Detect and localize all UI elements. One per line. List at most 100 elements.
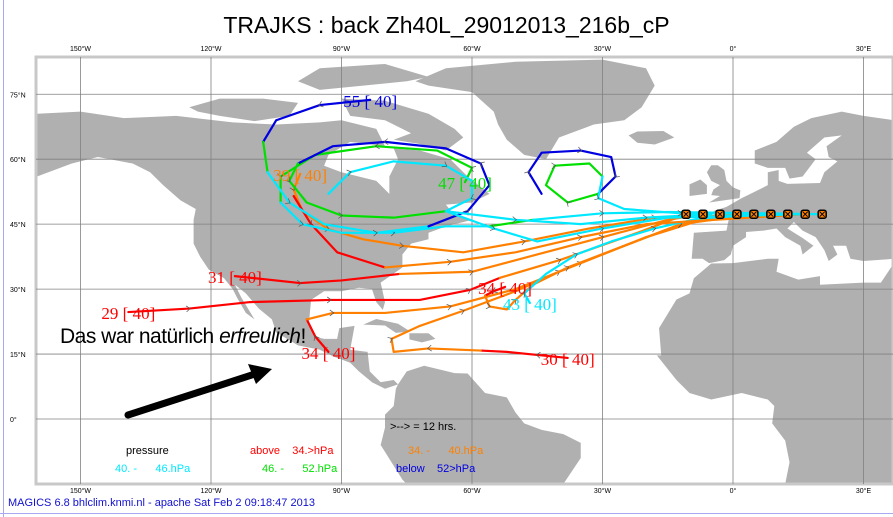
time-step-arrow: [563, 265, 570, 272]
lon-label-top: 120°W: [200, 45, 221, 53]
trajectory-segment: [327, 160, 807, 243]
time-step-arrow: [479, 161, 485, 168]
trajectory-segment: [262, 98, 372, 143]
time-step-arrow: [285, 198, 291, 204]
trajectory-label: 34 [ 40]: [302, 344, 356, 363]
legend-item-40-46: 40. - 46.hPa: [115, 463, 191, 475]
time-step-arrow: [277, 173, 284, 179]
map-frame: [34, 55, 893, 486]
time-step-arrow: [614, 172, 620, 178]
time-step-arrow: [374, 142, 380, 150]
note-italic: erfreulich: [219, 325, 301, 348]
lon-label-bottom: 30°W: [594, 487, 612, 495]
landmass-greenland: [415, 59, 655, 160]
time-step-arrow: [572, 252, 578, 259]
start-point-marker: [698, 209, 708, 219]
start-point-marker: [817, 209, 827, 219]
time-step-arrow: [441, 161, 448, 168]
land-layer: [37, 59, 893, 484]
time-step-arrow: [594, 194, 600, 201]
time-step-arrow: [185, 305, 191, 313]
time-step-arrow: [470, 166, 477, 173]
trajectory-label: 55 [ 40]: [343, 92, 397, 111]
annotation-note: Das war natürlich erfreulich!: [60, 325, 306, 349]
time-step-arrow: [387, 337, 393, 344]
trajectory-segment: [279, 145, 474, 204]
trajectory: [519, 213, 772, 305]
landmass-ellesmere: [298, 63, 429, 90]
trajectory-label: 30 [ 40]: [541, 350, 595, 369]
start-points-layer: [681, 209, 827, 219]
lon-label-bottom: 120°W: [200, 487, 221, 495]
time-step-arrow: [524, 170, 530, 177]
trajectory-segment: [288, 162, 447, 219]
bottom-border: [0, 513, 893, 514]
time-step-arrow: [642, 214, 648, 222]
marker-cross: [700, 211, 706, 218]
note-suffix: !: [300, 325, 306, 348]
lat-label: 60°N: [10, 156, 26, 164]
time-step-arrow: [598, 234, 605, 242]
trajectory-segment: [127, 276, 501, 314]
marker-cross: [717, 211, 723, 218]
marker-cross: [751, 211, 757, 218]
time-step-arrow: [426, 344, 432, 352]
landmass-eurasia: [691, 111, 893, 264]
time-step-arrow: [298, 220, 304, 227]
time-step-arrow: [512, 216, 518, 223]
lon-label-bottom: 60°W: [463, 487, 481, 495]
landmass-ireland: [689, 179, 707, 197]
trajectory: [233, 213, 705, 287]
time-step-arrow: [398, 242, 404, 249]
start-point-marker: [766, 209, 776, 219]
lon-label-bottom: 150°W: [70, 487, 91, 495]
marker-cross: [784, 211, 791, 218]
time-step-arrow: [326, 296, 332, 304]
trajectory-segment: [544, 162, 604, 204]
trajectory-segment: [444, 210, 713, 226]
marker-cross: [802, 211, 809, 218]
marker-cross: [683, 211, 689, 218]
landmass-britain: [706, 165, 741, 203]
time-step-arrow: [470, 193, 477, 200]
time-step-arrow: [551, 162, 557, 170]
lon-label-bottom: 0°: [730, 487, 737, 495]
note-text: Das war natürlich: [60, 325, 220, 348]
left-border: [3, 0, 4, 517]
trajectory-segment: [527, 149, 617, 195]
trajectory: [327, 160, 807, 243]
trajectory-segment: [262, 140, 269, 174]
trajectory-segment: [305, 318, 330, 353]
time-step-arrow: [555, 257, 562, 265]
time-step-arrow: [284, 176, 291, 183]
landmass-hispaniola: [409, 333, 436, 343]
time-step-arrow: [489, 224, 496, 231]
legend-item-below52: below 52>hPa: [396, 463, 476, 475]
start-point-marker: [681, 209, 691, 219]
trajectory-segment: [266, 171, 430, 234]
lat-label: 75°N: [10, 91, 26, 99]
trajectory-label: 31 [ 40]: [208, 268, 262, 287]
time-step-arrow: [566, 201, 572, 207]
start-point-marker: [800, 209, 810, 219]
annotation-arrow: [124, 364, 272, 419]
time-step-arrow: [313, 335, 320, 341]
lon-label-top: 30°W: [594, 45, 612, 53]
landmass-south-america: [380, 365, 581, 484]
start-point-marker: [715, 209, 725, 219]
landmass-cuba: [363, 318, 411, 333]
start-point-marker: [783, 209, 793, 219]
start-point-marker: [732, 209, 742, 219]
time-step-arrow: [599, 210, 605, 217]
time-step-arrow: [296, 279, 302, 287]
legend-interval: >--> = 12 hrs.: [390, 421, 457, 433]
time-step-arrow: [598, 225, 605, 233]
start-point-marker: [749, 209, 759, 219]
marker-cross: [819, 211, 826, 218]
time-step-arrow: [519, 292, 526, 298]
time-step-arrow: [468, 269, 474, 276]
trajectory: [262, 98, 713, 237]
trajectories-layer: [127, 98, 824, 360]
legend-item-46-52: 46. - 52.hPa: [262, 463, 338, 475]
trajectory-segment: [479, 349, 569, 360]
